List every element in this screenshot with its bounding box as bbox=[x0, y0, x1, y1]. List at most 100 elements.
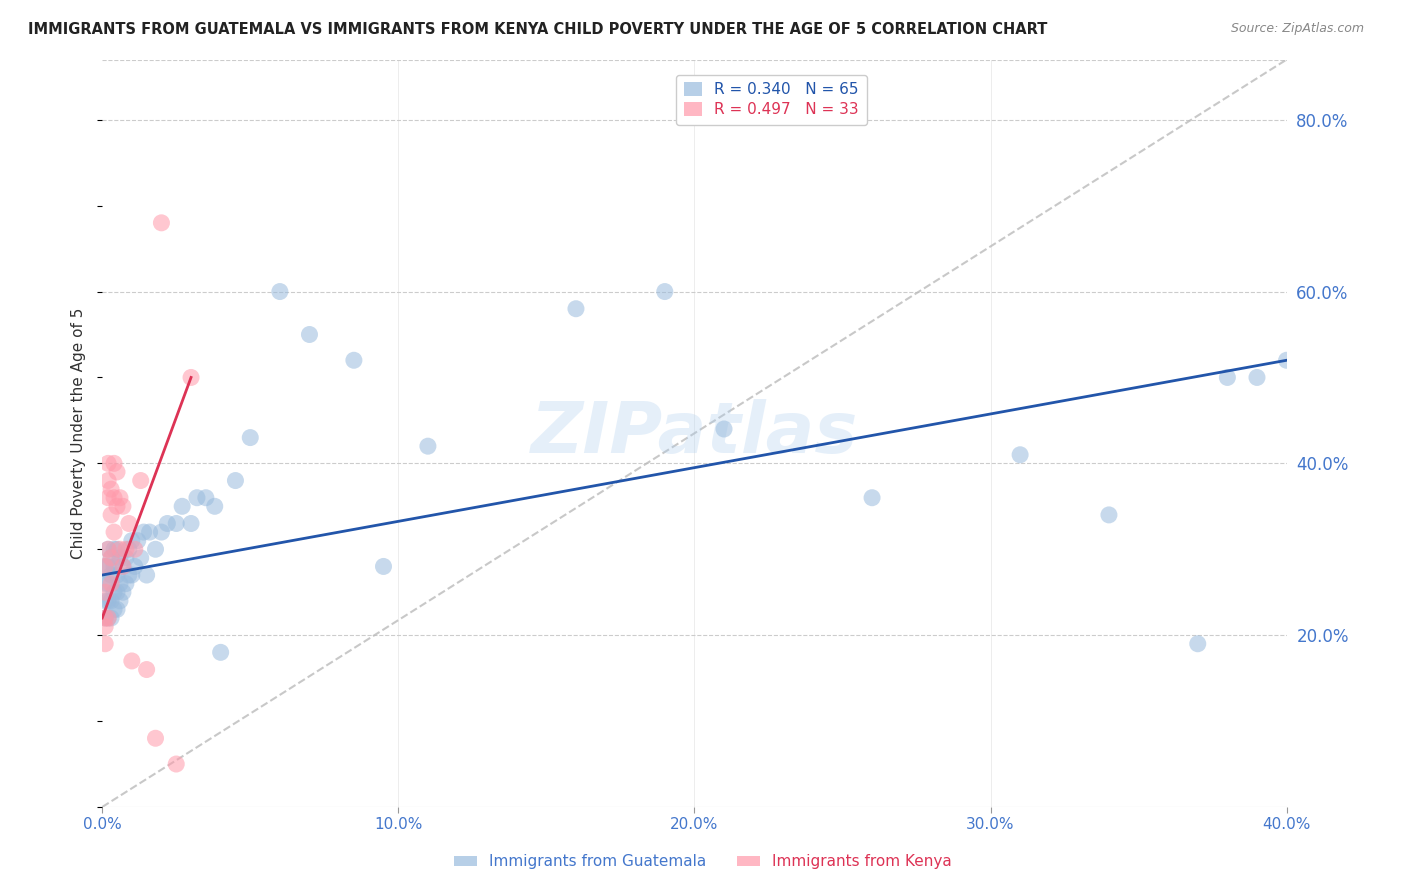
Point bbox=[108, 542, 131, 557]
Point bbox=[129, 474, 152, 488]
Point bbox=[111, 500, 134, 514]
Point bbox=[97, 594, 120, 608]
Point bbox=[108, 491, 131, 505]
Point bbox=[97, 491, 120, 505]
Point bbox=[105, 500, 128, 514]
Point bbox=[103, 585, 125, 599]
Point bbox=[105, 585, 128, 599]
Point bbox=[94, 611, 117, 625]
Point bbox=[713, 422, 735, 436]
Point bbox=[135, 663, 157, 677]
Point bbox=[127, 533, 149, 548]
Point bbox=[100, 550, 122, 565]
Point bbox=[100, 550, 122, 565]
Point bbox=[239, 431, 262, 445]
Point bbox=[111, 559, 134, 574]
Point bbox=[124, 542, 146, 557]
Legend: Immigrants from Guatemala, Immigrants from Kenya: Immigrants from Guatemala, Immigrants fr… bbox=[449, 848, 957, 875]
Point bbox=[105, 602, 128, 616]
Point bbox=[94, 594, 117, 608]
Point bbox=[105, 465, 128, 479]
Point bbox=[97, 542, 120, 557]
Point bbox=[94, 559, 117, 574]
Point bbox=[135, 568, 157, 582]
Point bbox=[111, 559, 134, 574]
Point bbox=[100, 594, 122, 608]
Point bbox=[97, 611, 120, 625]
Point bbox=[118, 542, 141, 557]
Point bbox=[269, 285, 291, 299]
Point bbox=[165, 757, 187, 772]
Point bbox=[172, 500, 194, 514]
Point bbox=[1187, 637, 1209, 651]
Point bbox=[121, 654, 143, 668]
Point bbox=[94, 576, 117, 591]
Point bbox=[97, 559, 120, 574]
Point bbox=[97, 456, 120, 470]
Point bbox=[94, 585, 117, 599]
Point bbox=[145, 542, 167, 557]
Point bbox=[565, 301, 588, 316]
Point bbox=[103, 542, 125, 557]
Point bbox=[115, 550, 138, 565]
Point bbox=[103, 602, 125, 616]
Point bbox=[654, 285, 676, 299]
Point bbox=[105, 542, 128, 557]
Y-axis label: Child Poverty Under the Age of 5: Child Poverty Under the Age of 5 bbox=[72, 308, 86, 559]
Point bbox=[97, 542, 120, 557]
Point bbox=[138, 525, 160, 540]
Point bbox=[103, 491, 125, 505]
Point bbox=[97, 474, 120, 488]
Point bbox=[1098, 508, 1121, 522]
Point bbox=[194, 491, 217, 505]
Point bbox=[108, 576, 131, 591]
Point bbox=[150, 216, 173, 230]
Point bbox=[108, 594, 131, 608]
Point bbox=[103, 559, 125, 574]
Point bbox=[416, 439, 439, 453]
Point bbox=[115, 576, 138, 591]
Point bbox=[94, 611, 117, 625]
Point bbox=[118, 568, 141, 582]
Point bbox=[94, 619, 117, 633]
Text: ZIPatlas: ZIPatlas bbox=[530, 399, 858, 467]
Point bbox=[94, 559, 117, 574]
Point bbox=[97, 576, 120, 591]
Point bbox=[224, 474, 246, 488]
Point bbox=[108, 550, 131, 565]
Point bbox=[105, 568, 128, 582]
Point bbox=[209, 645, 232, 659]
Point bbox=[129, 550, 152, 565]
Point bbox=[103, 456, 125, 470]
Point bbox=[186, 491, 208, 505]
Point bbox=[100, 508, 122, 522]
Point bbox=[204, 500, 226, 514]
Point bbox=[860, 491, 883, 505]
Point bbox=[1010, 448, 1032, 462]
Point bbox=[373, 559, 395, 574]
Point bbox=[121, 533, 143, 548]
Point bbox=[180, 370, 202, 384]
Point bbox=[132, 525, 155, 540]
Point bbox=[100, 482, 122, 496]
Point bbox=[121, 568, 143, 582]
Point bbox=[94, 637, 117, 651]
Point bbox=[165, 516, 187, 531]
Text: Source: ZipAtlas.com: Source: ZipAtlas.com bbox=[1230, 22, 1364, 36]
Point bbox=[111, 585, 134, 599]
Point bbox=[118, 516, 141, 531]
Point bbox=[97, 611, 120, 625]
Legend: R = 0.340   N = 65, R = 0.497   N = 33: R = 0.340 N = 65, R = 0.497 N = 33 bbox=[676, 75, 866, 125]
Point bbox=[115, 542, 138, 557]
Point bbox=[1216, 370, 1239, 384]
Point bbox=[343, 353, 366, 368]
Point bbox=[124, 559, 146, 574]
Point bbox=[100, 568, 122, 582]
Point bbox=[298, 327, 321, 342]
Text: IMMIGRANTS FROM GUATEMALA VS IMMIGRANTS FROM KENYA CHILD POVERTY UNDER THE AGE O: IMMIGRANTS FROM GUATEMALA VS IMMIGRANTS … bbox=[28, 22, 1047, 37]
Point bbox=[180, 516, 202, 531]
Point bbox=[103, 525, 125, 540]
Point bbox=[156, 516, 179, 531]
Point bbox=[150, 525, 173, 540]
Point bbox=[100, 576, 122, 591]
